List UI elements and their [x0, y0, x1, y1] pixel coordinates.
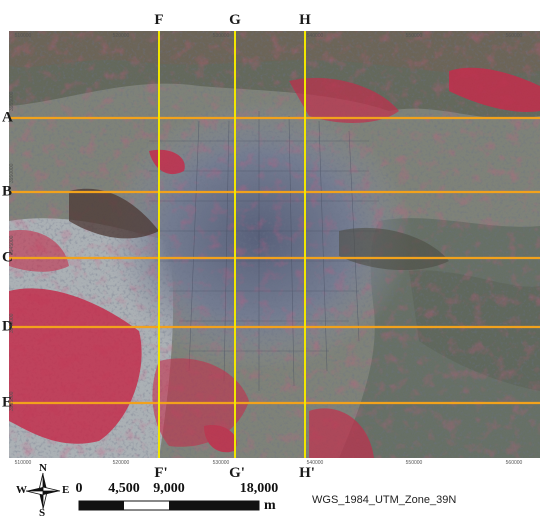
tick-top-520000: 520000: [112, 33, 130, 39]
compass-s: S: [39, 507, 46, 519]
compass-n: N: [39, 462, 47, 474]
row-grid-lines: [9, 116, 540, 405]
tick-top-510000: 510000: [14, 33, 32, 39]
north-arrow: N S W E: [16, 462, 70, 519]
projection-label: WGS_1984_UTM_Zone_39N: [312, 494, 457, 506]
scale-unit: m: [264, 498, 276, 513]
column-label-bottom-H: H': [299, 465, 315, 481]
tick-top-540000: 540000: [306, 33, 324, 39]
tick-top-560000: 560000: [505, 33, 523, 39]
tick-bottom-540000: 540000: [306, 460, 324, 466]
scale-bar: 0 4,500 9,000 18,000 m: [75, 481, 279, 517]
column-label-top-F: F: [154, 12, 164, 28]
tick-top-530000: 530000: [212, 33, 230, 39]
satellite-image: [9, 31, 540, 458]
row-label-B: B: [2, 183, 13, 200]
column-label-bottom-F: F': [154, 465, 168, 481]
tick-bottom-520000: 520000: [112, 460, 130, 466]
scale-bar-graphic: [78, 500, 260, 511]
compass-rose-icon: [25, 472, 61, 510]
tick-left-3945000: 3945000: [9, 235, 15, 255]
tick-bottom-560000: 560000: [505, 460, 523, 466]
tick-bottom-510000: 510000: [14, 460, 32, 466]
tick-bottom-530000: 530000: [212, 460, 230, 466]
column-label-bottom-G: G': [229, 465, 245, 481]
compass-e: E: [62, 484, 70, 496]
tick-top-550000: 550000: [405, 33, 423, 39]
tick-left-3935000: 3935000: [9, 391, 15, 411]
column-label-top-G: G: [229, 12, 241, 28]
row-label-A: A: [2, 109, 13, 126]
tick-left-3950000: 3950000: [9, 163, 15, 183]
scale-label-0: 0: [75, 481, 83, 496]
column-label-top-H: H: [299, 12, 311, 28]
scale-label-18000: 18,000: [239, 481, 279, 496]
row-label-E: E: [2, 394, 13, 411]
row-label-D: D: [2, 318, 13, 335]
satellite-map: [9, 31, 540, 458]
compass-w: W: [16, 484, 27, 496]
column-grid-lines: [158, 31, 306, 458]
tick-bottom-550000: 550000: [405, 460, 423, 466]
scale-label-9000: 9,000: [153, 481, 185, 496]
scale-label-4500: 4,500: [108, 481, 140, 496]
row-label-C: C: [2, 249, 13, 266]
tick-left-3940000: 3940000: [9, 313, 15, 333]
tick-left-3955000: 3955000: [9, 91, 15, 111]
